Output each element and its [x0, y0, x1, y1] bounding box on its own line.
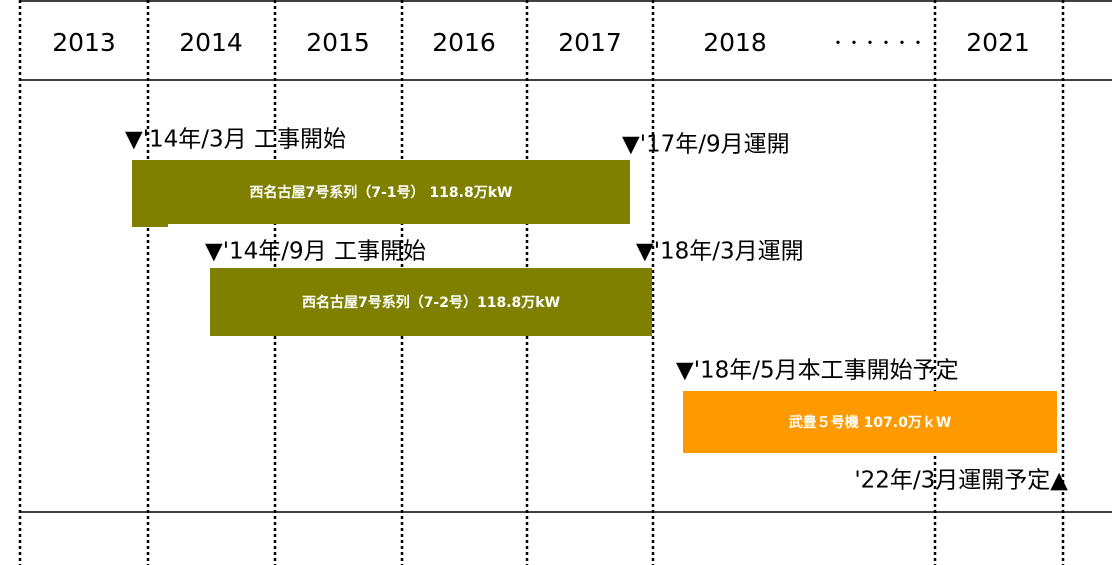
year: 2017 — [558, 28, 622, 57]
year: 2013 — [52, 28, 116, 57]
end-label: ▼'17年/9月運開 — [622, 132, 790, 158]
year: 2018 — [703, 28, 767, 57]
bar-tab — [132, 222, 168, 227]
start-label: ▼'18年/5月本工事開始予定 — [676, 358, 959, 384]
end-label: '22年/3月運開予定▲ — [854, 468, 1068, 494]
project-bar — [132, 160, 630, 224]
start-label: ▼'14年/3月 工事開始 — [125, 127, 346, 153]
project-name: 西名古屋7号系列（7-1号） 118.8万kW — [250, 184, 513, 201]
end-label: ▼'18年/3月運開 — [636, 239, 804, 265]
year: 2021 — [966, 28, 1030, 57]
project-bar — [210, 268, 652, 336]
start-label: ▼'14年/9月 工事開始 — [205, 239, 426, 265]
project-name: 武豊５号機 107.0万ｋW — [789, 414, 952, 431]
year: 2015 — [306, 28, 370, 57]
ellipsis: ・・・・・・ — [830, 34, 926, 53]
project-name: 西名古屋7号系列（7-2号）118.8万kW — [302, 294, 560, 311]
year: 2014 — [179, 28, 243, 57]
project-bar — [683, 391, 1057, 453]
year: 2016 — [432, 28, 496, 57]
